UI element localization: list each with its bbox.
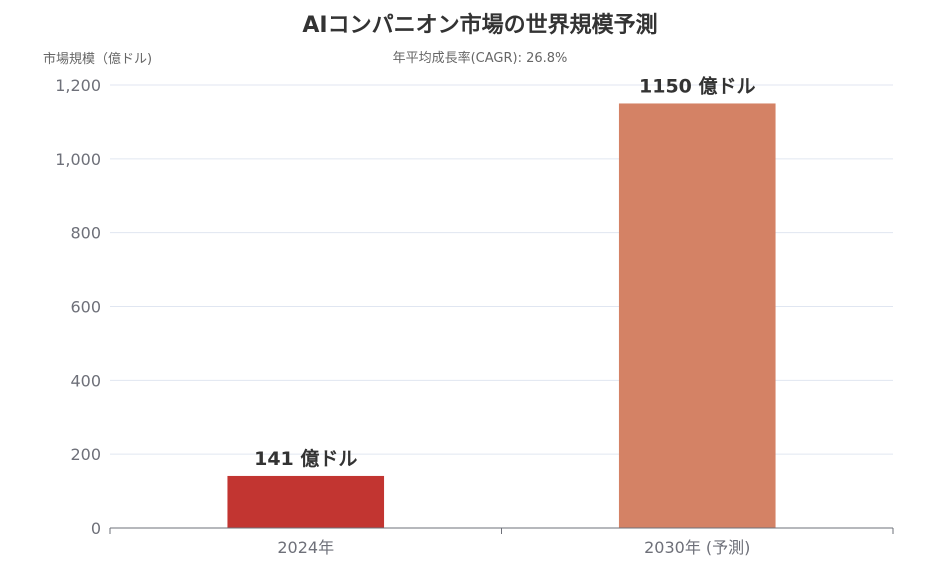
labels: 0 200 400 600 800 1,000 1,200 141 億ドル 2024年 1150 … — [55, 74, 755, 557]
y-tick-label: 200 — [70, 445, 101, 464]
y-tick-label: 800 — [70, 224, 101, 243]
bar — [618, 103, 776, 528]
y-tick-label: 1,000 — [55, 150, 101, 169]
chart-title: AIコンパニオン市場の世界規模予測 — [302, 12, 657, 38]
data-label: 1150 億ドル — [639, 74, 756, 97]
x-tick-label: 2024年 — [277, 538, 334, 557]
y-tick-label: 1,200 — [55, 76, 101, 95]
y-tick-label: 0 — [91, 519, 101, 538]
x-axis — [109, 527, 894, 534]
bars — [227, 103, 776, 528]
x-tick-label: 2030年 (予測) — [644, 538, 750, 557]
y-axis-label: 市場規模（億ドル) — [43, 51, 152, 67]
y-tick-label: 400 — [70, 371, 101, 390]
chart-subtitle: 年平均成長率(CAGR): 26.8% — [393, 50, 568, 66]
y-tick-label: 600 — [70, 298, 101, 317]
data-label: 141 億ドル — [254, 447, 357, 470]
bar — [227, 475, 385, 528]
